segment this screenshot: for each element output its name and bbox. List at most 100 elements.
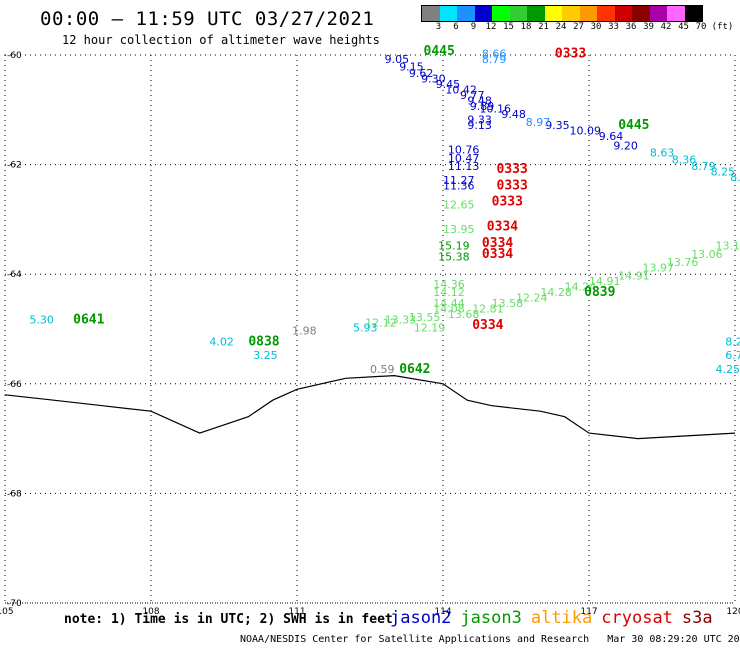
- wave-height-label: 9.45: [436, 78, 461, 91]
- wave-height-label: 14.08: [433, 303, 465, 316]
- wave-height-label: 9.30: [421, 72, 446, 85]
- lon-tick-label: 114: [434, 607, 451, 617]
- legend-swatch: [597, 6, 615, 21]
- legend-label: 45: [678, 22, 689, 32]
- legend-swatch: [649, 6, 667, 21]
- lon-tick-label: 108: [142, 607, 159, 617]
- legend-label: 27: [573, 22, 584, 32]
- pass-time-label: 0333: [497, 162, 528, 177]
- pass-time-label: 0838: [248, 334, 279, 349]
- wave-height-label: 12.65: [443, 198, 475, 211]
- wave-height-label: 9.15: [399, 60, 424, 73]
- wave-height-label: 14.91: [618, 270, 650, 283]
- wave-height-label: 8.66: [482, 48, 507, 61]
- wave-height-label: 10.76: [448, 144, 480, 157]
- wave-height-label: 13.33: [385, 314, 417, 327]
- wave-height-label: 8.58: [730, 171, 740, 184]
- color-scale-legend: [421, 5, 703, 22]
- wave-height-label: 6.76: [725, 349, 740, 362]
- pass-time-label: 0445: [424, 44, 455, 59]
- longitude-ticks: 105 108 111 114 117 120: [0, 607, 740, 617]
- latitude-ticks: -60 -62 -64 -66 -68 -70: [7, 51, 22, 609]
- legend-swatch: [422, 6, 440, 21]
- legend-swatch: [492, 6, 510, 21]
- legend-swatch: [614, 6, 632, 21]
- legend-label: 36: [625, 22, 637, 32]
- wave-height-label: 14.44: [433, 297, 465, 310]
- pass-time-label: 0334: [487, 219, 518, 234]
- legend-label: 9: [470, 22, 477, 32]
- lon-tick-label: 117: [580, 607, 597, 617]
- pass-time-labels: 0445 033304450333033303330334033403340839…: [73, 44, 649, 377]
- pass-time-label: 0445: [618, 118, 649, 133]
- satellite-cryosat: cryosat: [601, 608, 673, 628]
- lon-tick-label: 105: [0, 607, 14, 617]
- wave-height-label: 14.36: [433, 278, 465, 291]
- wave-height-label: 13.97: [643, 261, 675, 274]
- legend-label: 3: [435, 22, 442, 32]
- wave-height-label: 9.48: [467, 94, 492, 107]
- lat-tick-label: -60: [7, 51, 22, 61]
- legend-swatch: [527, 6, 545, 21]
- wave-height-label: 8.79: [482, 53, 507, 66]
- wave-height-label: 12.24: [516, 292, 548, 305]
- wave-height-label: 5.30: [29, 314, 54, 327]
- coastline-path: [4, 374, 736, 440]
- wave-height-label: 8.97: [526, 116, 551, 129]
- wave-height-label: 13.58: [492, 297, 523, 310]
- legend-label: 24: [555, 22, 567, 32]
- legend-label: 30: [590, 22, 602, 32]
- wave-height-label: 8.2: [725, 335, 740, 348]
- pass-time-label: 0333: [497, 178, 528, 193]
- legend-label: 42: [660, 22, 672, 32]
- wave-height-label: 9.05: [385, 53, 410, 66]
- wave-height-label: 5.93: [353, 322, 378, 335]
- wave-height-label: 10.47: [448, 152, 480, 165]
- legend-swatch: [579, 6, 597, 21]
- wave-height-label: 11.36: [443, 179, 475, 192]
- wave-height-label: 9.89: [470, 100, 495, 113]
- lon-tick-label: 120: [726, 607, 740, 617]
- legend-label: 15: [503, 22, 514, 32]
- lat-tick-label: -64: [7, 270, 22, 280]
- wave-height-label: 10.42: [445, 83, 477, 96]
- pass-time-label: 0334: [482, 236, 513, 251]
- wave-height-label: 14.28: [540, 286, 572, 299]
- wave-height-label: 12.81: [472, 303, 504, 316]
- legend-swatch: [509, 6, 527, 21]
- legend-label: 70: [695, 22, 707, 32]
- wave-height-label: 9.20: [613, 139, 638, 152]
- pass-time-label: 0839: [584, 285, 615, 300]
- legend-label: 33: [608, 22, 619, 32]
- wave-height-label: 11.27: [443, 174, 475, 187]
- chart-subtitle: 12 hour collection of altimeter wave hei…: [62, 33, 380, 47]
- legend-label: 21: [538, 22, 549, 32]
- pass-time-label: 0334: [482, 247, 513, 262]
- wave-height-label: 13.06: [691, 248, 723, 261]
- wave-height-label: 8.63: [650, 146, 675, 159]
- lat-tick-label: -66: [7, 380, 22, 390]
- legend-swatch: [562, 6, 580, 21]
- wave-height-label: 9.64: [599, 130, 624, 143]
- satellite-altika: altika: [530, 608, 593, 628]
- satellite-jason2: jason2: [390, 608, 452, 628]
- legend-swatch: [544, 6, 562, 21]
- wave-height-label: 9.62: [409, 67, 434, 80]
- wave-height-label: 4.02: [209, 335, 234, 348]
- pass-time-label: 0333: [555, 47, 586, 62]
- wave-height-label: 9.77: [460, 89, 485, 102]
- legend-swatch: [474, 6, 492, 21]
- pass-time-label: 0334: [472, 318, 503, 333]
- wave-height-label: 0.59: [370, 363, 395, 376]
- map-grid: [4, 54, 736, 604]
- wave-height-label: 9.35: [545, 119, 570, 132]
- wave-height-label: 13.76: [667, 256, 699, 269]
- footer-note: note: 1) Time is in UTC; 2) SWH is in fe…: [64, 612, 393, 627]
- credit-line: NOAA/NESDIS Center for Satellite Applica…: [240, 634, 740, 645]
- legend-swatch: [632, 6, 650, 21]
- legend-swatch: [457, 6, 475, 21]
- legend-swatch: [439, 6, 457, 21]
- wave-height-label: 13.68: [448, 308, 480, 321]
- map-frame: [4, 54, 736, 604]
